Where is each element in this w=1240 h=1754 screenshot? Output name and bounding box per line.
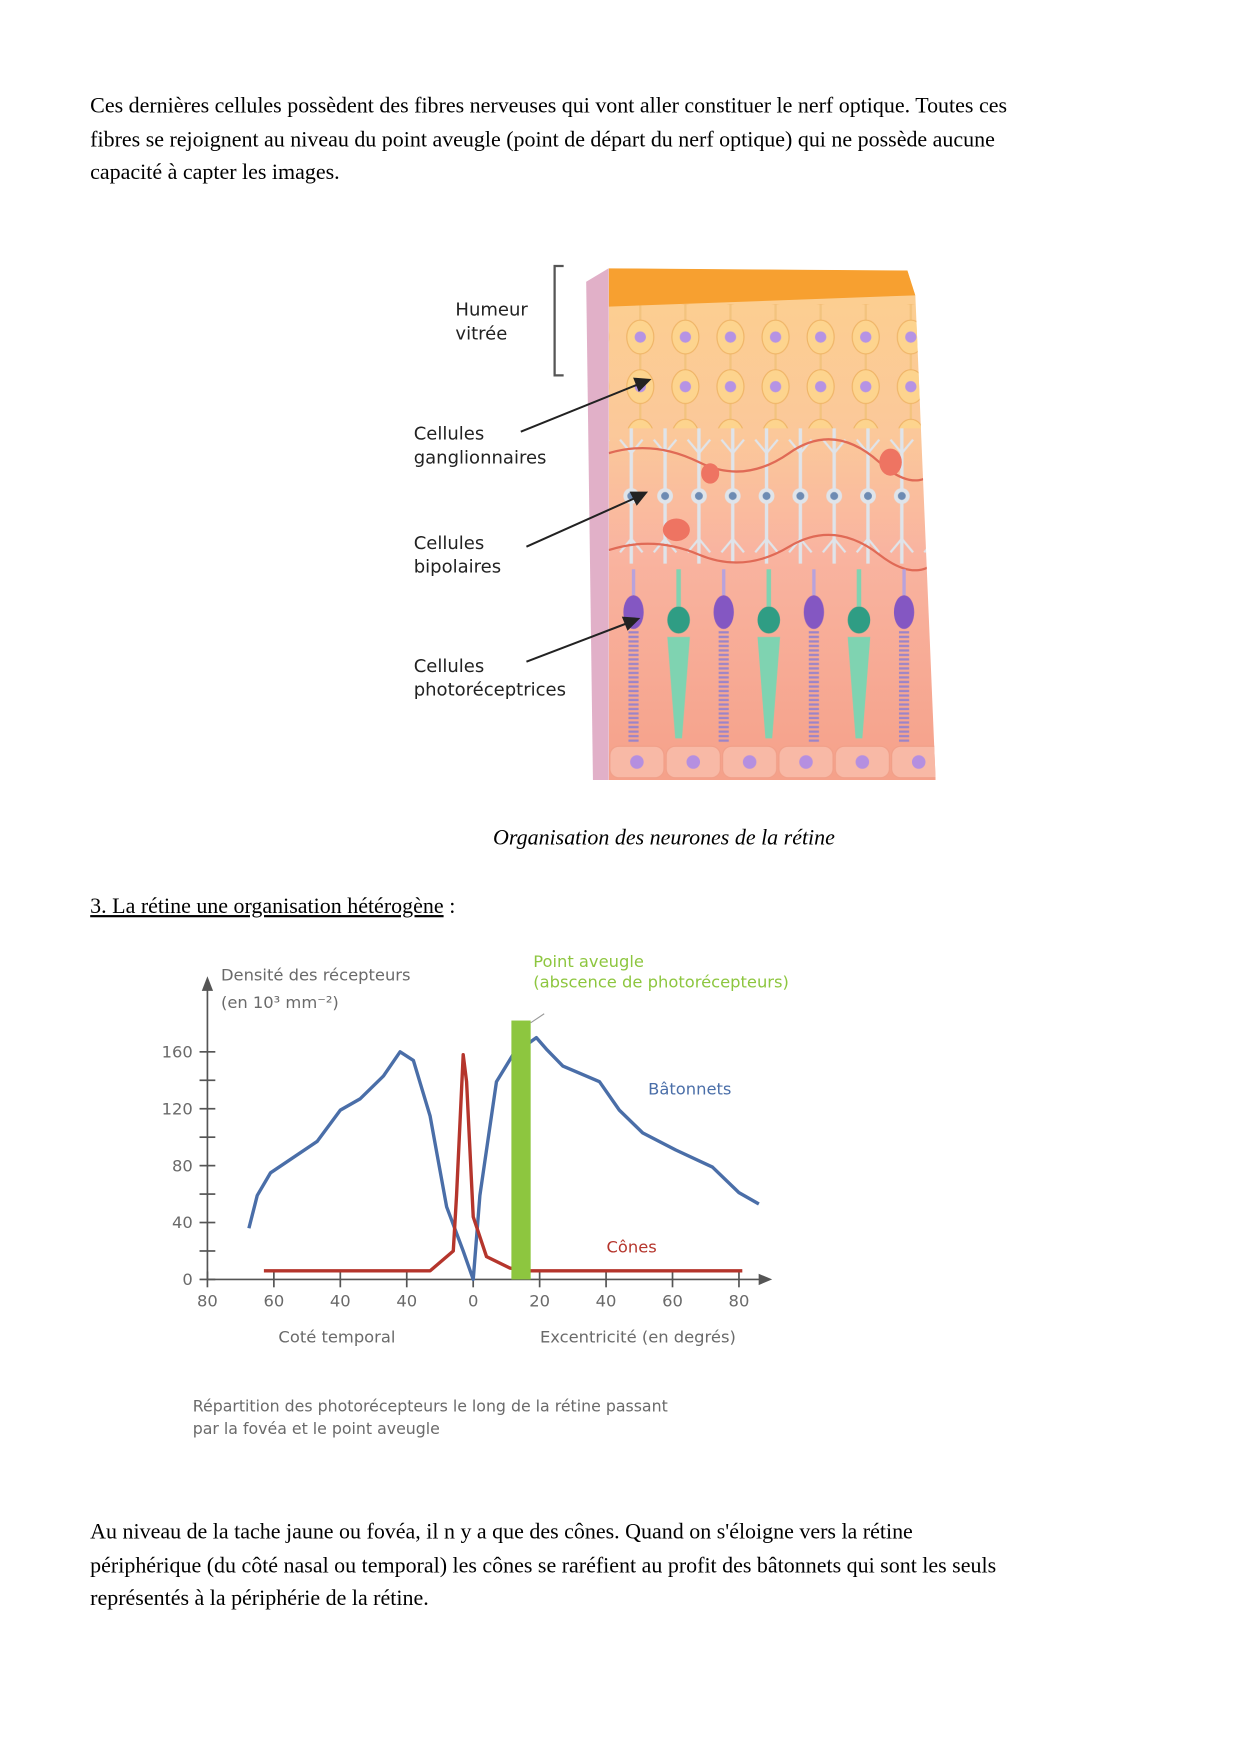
x-tick-label: 40 xyxy=(396,1291,417,1310)
y-tick-label: 40 xyxy=(172,1213,193,1232)
x-tick-label: 60 xyxy=(662,1291,683,1310)
x-tick-label: 0 xyxy=(468,1291,478,1310)
y-axis-label: (en 10³ mm⁻²) xyxy=(221,993,339,1012)
chart: Densité des récepteurs (en 10³ mm⁻²) Poi… xyxy=(162,952,789,1438)
x-tick-label: 20 xyxy=(529,1291,550,1310)
x-tick-label: 40 xyxy=(330,1291,351,1310)
chart-caption: par la fovéa et le point aveugle xyxy=(193,1419,440,1438)
figure-caption: Organisation des neurones de la rétine xyxy=(493,824,835,849)
text-line: Ces dernières cellules possèdent des fib… xyxy=(90,93,1007,118)
figure-label: vitrée xyxy=(455,323,507,344)
heading-suffix: : xyxy=(449,893,455,918)
annotation: (abscence de photorécepteurs) xyxy=(533,972,789,991)
series-label: Bâtonnets xyxy=(648,1080,731,1099)
figure-label: bipolaires xyxy=(414,557,501,578)
blind-spot-bar xyxy=(511,1020,531,1280)
text-line: capacité à capter les images. xyxy=(90,159,339,184)
heading-text: 3. La rétine une organisation hétérogène xyxy=(90,893,443,918)
y-tick-label: 0 xyxy=(182,1270,192,1289)
figure-label: Cellules xyxy=(414,424,485,445)
x-tick-label: 80 xyxy=(729,1291,750,1310)
series-label: Cônes xyxy=(606,1237,656,1256)
x-tick-label: 60 xyxy=(263,1291,284,1310)
retina-illustration: Humeur vitrée Cellules ganglionnaires Ce… xyxy=(414,264,936,781)
annotation-leader xyxy=(530,1013,545,1024)
x-axis-arrow xyxy=(758,1273,773,1286)
figure-label: Humeur xyxy=(455,300,528,321)
x-axis-label: Coté temporal xyxy=(278,1328,395,1347)
y-axis-label: Densité des récepteurs xyxy=(221,966,411,985)
x-axis-label: Excentricité (en degrés) xyxy=(540,1328,736,1347)
figure-label: ganglionnaires xyxy=(414,447,547,468)
text-line: fibres se rejoignent au niveau du point … xyxy=(90,127,995,152)
figure-label: photoréceptrices xyxy=(414,680,566,701)
text-line: périphérique (du côté nasal ou temporal)… xyxy=(90,1553,996,1578)
text-line: Au niveau de la tache jaune ou fovéa, il… xyxy=(90,1519,913,1544)
x-tick-label: 40 xyxy=(596,1291,617,1310)
figure-label: Cellules xyxy=(414,533,485,554)
text-line: représentés à la périphérie de la rétine… xyxy=(90,1585,429,1610)
data-line xyxy=(247,1035,760,1282)
figure-label: Cellules xyxy=(414,656,485,677)
y-tick-label: 120 xyxy=(162,1099,193,1118)
y-tick-label: 160 xyxy=(162,1042,193,1061)
y-tick-label: 80 xyxy=(172,1156,193,1175)
chart-caption: Répartition des photorécepteurs le long … xyxy=(193,1396,668,1415)
section-heading: 3. La rétine une organisation hétérogène… xyxy=(90,893,455,918)
annotation: Point aveugle xyxy=(533,952,644,971)
y-axis-arrow xyxy=(201,976,214,991)
x-tick-label: 80 xyxy=(197,1291,218,1310)
